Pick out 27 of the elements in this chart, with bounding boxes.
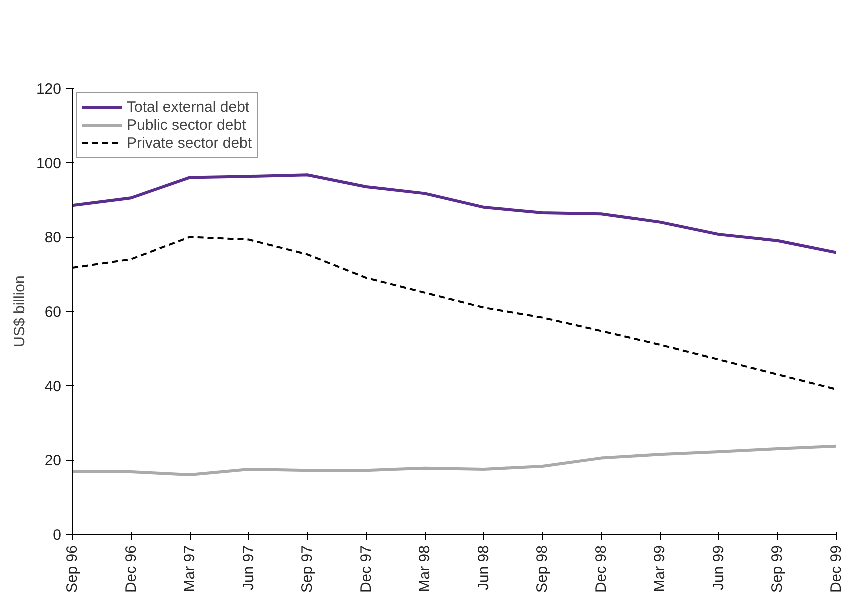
x-tick-label: Sep 99 — [769, 545, 786, 594]
y-tick-label: 20 — [44, 452, 62, 470]
y-tick-label: 120 — [36, 81, 62, 98]
x-tick-label: Jun 97 — [240, 545, 258, 591]
x-tick-label: Sep 98 — [534, 545, 552, 594]
y-tick-label: 60 — [44, 304, 62, 321]
y-tick-label: 80 — [44, 230, 62, 247]
y-tick-label: 40 — [44, 378, 62, 396]
x-tick-label: Mar 98 — [416, 545, 434, 592]
y-tick-label: 0 — [53, 527, 62, 544]
line-series — [72, 174, 836, 254]
x-tick-label: Sep 97 — [299, 545, 316, 594]
x-tick-label: Dec 96 — [122, 545, 140, 594]
legend-label: Total external debt — [127, 98, 250, 116]
y-axis-title: US$ billion — [11, 276, 28, 348]
line-series — [72, 444, 836, 477]
y-tick-label: 100 — [36, 155, 62, 172]
x-tick-label: Mar 99 — [652, 545, 669, 592]
x-tick-label: Mar 97 — [182, 545, 199, 592]
x-tick-label: Dec 97 — [358, 545, 375, 594]
x-tick-label: Dec 99 — [828, 545, 845, 594]
x-tick-label: Dec 98 — [592, 545, 610, 594]
x-tick-label: Sep 96 — [64, 545, 81, 594]
legend-label: Private sector debt — [127, 134, 252, 152]
x-tick-label: Jun 99 — [710, 545, 728, 591]
x-tick-label: Jun 98 — [475, 545, 492, 591]
legend-label: Public sector debt — [127, 116, 246, 134]
